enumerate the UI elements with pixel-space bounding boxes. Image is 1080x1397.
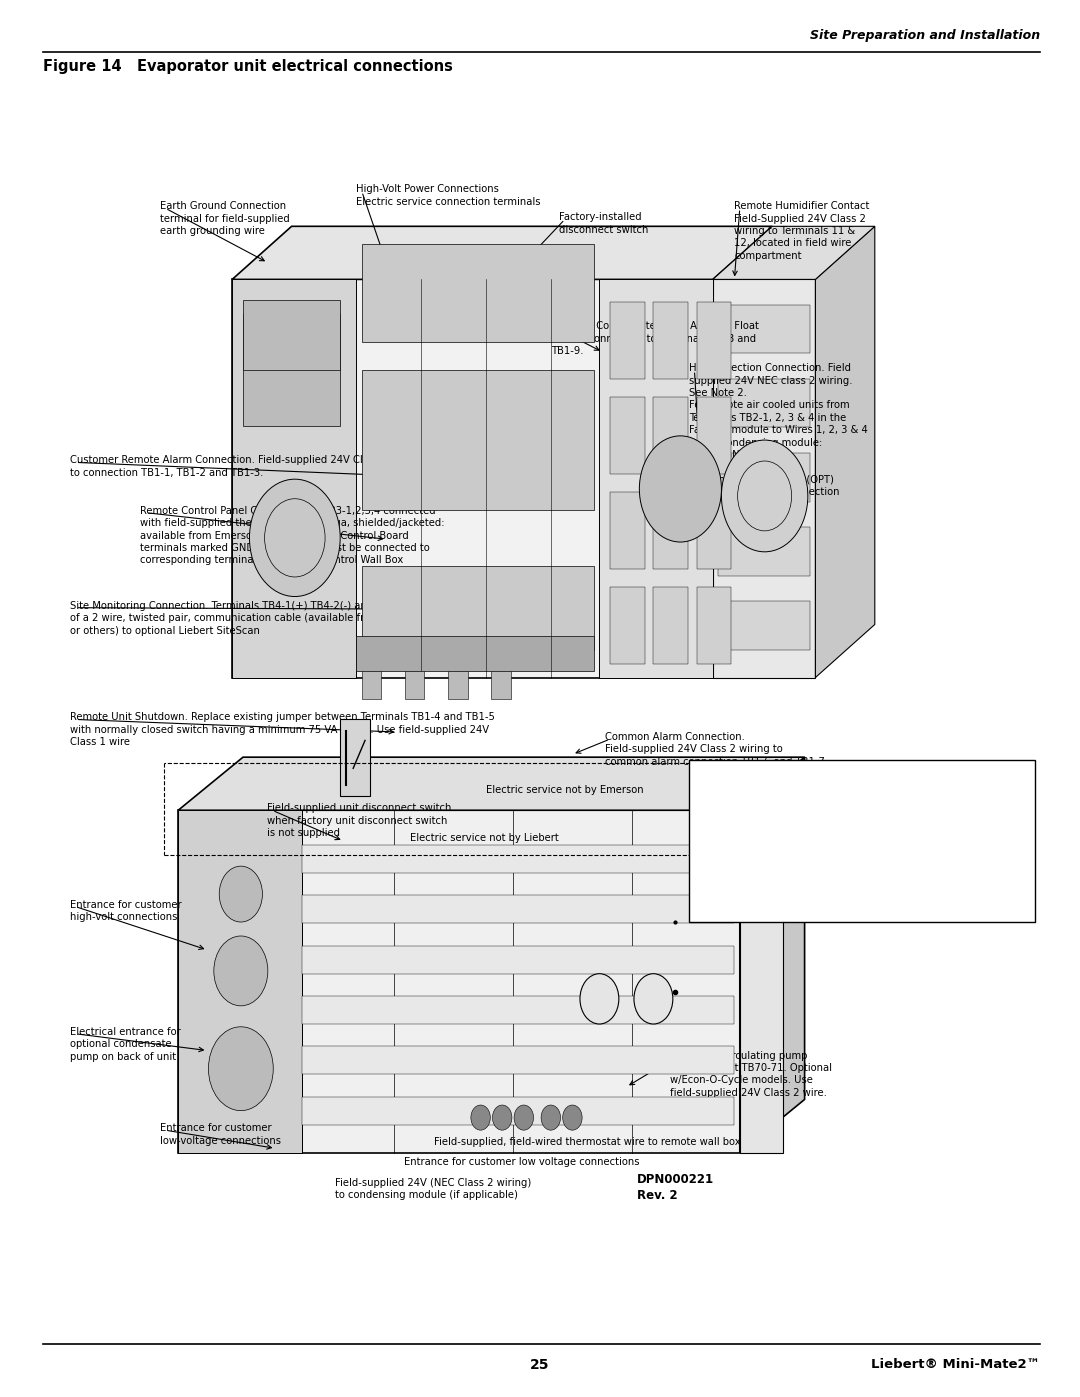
FancyBboxPatch shape	[697, 587, 731, 664]
FancyBboxPatch shape	[718, 453, 810, 502]
Text: DPN000221
Rev. 2: DPN000221 Rev. 2	[637, 1173, 714, 1203]
Text: Electrical entrance for
optional condensate
pump on back of unit: Electrical entrance for optional condens…	[70, 1027, 181, 1062]
Text: 1. Refer to specification sheet for
full load amp. and wire size amp.
ratings.
2: 1. Refer to specification sheet for full…	[698, 791, 873, 877]
Circle shape	[514, 1105, 534, 1130]
Text: Remote Humidifier Contact
Field-Supplied 24V Class 2
wiring to Terminals 11 &
12: Remote Humidifier Contact Field-Supplied…	[734, 201, 869, 261]
FancyBboxPatch shape	[697, 302, 731, 379]
Text: 25: 25	[530, 1358, 550, 1372]
Text: Earth Ground Connection
terminal for field-supplied
earth grounding wire: Earth Ground Connection terminal for fie…	[160, 201, 289, 236]
Text: Common Alarm Connection.
Field-supplied 24V Class 2 wiring to
common alarm conne: Common Alarm Connection. Field-supplied …	[605, 732, 828, 767]
Circle shape	[639, 436, 721, 542]
FancyBboxPatch shape	[610, 587, 645, 664]
FancyBboxPatch shape	[362, 671, 381, 698]
Circle shape	[208, 1027, 273, 1111]
Polygon shape	[713, 226, 875, 279]
FancyBboxPatch shape	[653, 492, 688, 569]
FancyBboxPatch shape	[718, 601, 810, 650]
Text: Remote Control Panel Connection to TB3-1,2,3,4 connected
with field-supplied the: Remote Control Panel Connection to TB3-1…	[140, 506, 445, 566]
FancyBboxPatch shape	[697, 492, 731, 569]
Text: NOTES:: NOTES:	[698, 768, 741, 778]
FancyBboxPatch shape	[653, 587, 688, 664]
FancyBboxPatch shape	[405, 671, 424, 698]
FancyBboxPatch shape	[340, 719, 370, 796]
Text: Site Preparation and Installation: Site Preparation and Installation	[810, 29, 1040, 42]
FancyBboxPatch shape	[610, 397, 645, 474]
FancyBboxPatch shape	[718, 305, 810, 353]
Polygon shape	[178, 810, 302, 1153]
Text: Drycooler/Circulating pump
control circuit TB70-71. Optional
w/Econ-O-Cycle mode: Drycooler/Circulating pump control circu…	[670, 1051, 832, 1098]
FancyBboxPatch shape	[697, 397, 731, 474]
Polygon shape	[178, 810, 740, 1153]
Circle shape	[219, 866, 262, 922]
Text: Field-supplied unit disconnect switch
when factory unit disconnect switch
is not: Field-supplied unit disconnect switch wh…	[267, 803, 451, 838]
Text: Site Monitoring Connection. Terminals TB4-1(+) TB4-2(-) are for connection
of a : Site Monitoring Connection. Terminals TB…	[70, 601, 446, 636]
FancyBboxPatch shape	[653, 397, 688, 474]
FancyBboxPatch shape	[302, 1097, 734, 1125]
FancyBboxPatch shape	[610, 492, 645, 569]
Polygon shape	[232, 226, 772, 279]
Text: Electric service not by Liebert: Electric service not by Liebert	[410, 833, 559, 842]
Polygon shape	[713, 226, 772, 678]
Text: Liebert® Mini-Mate2™: Liebert® Mini-Mate2™	[872, 1358, 1040, 1370]
Polygon shape	[232, 279, 356, 678]
FancyBboxPatch shape	[718, 379, 810, 427]
Text: Customer Remote Alarm Connection. Field-supplied 24V Class 2 wiring
to connectio: Customer Remote Alarm Connection. Field-…	[70, 455, 423, 478]
Polygon shape	[232, 279, 713, 678]
Polygon shape	[178, 757, 805, 810]
Polygon shape	[740, 757, 805, 1153]
Text: Heat Rejection Connection. Field
supplied 24V NEC class 2 wiring.
See Note 2.
Fo: Heat Rejection Connection. Field supplie…	[689, 363, 868, 497]
FancyBboxPatch shape	[491, 671, 511, 698]
FancyBboxPatch shape	[362, 244, 594, 342]
FancyBboxPatch shape	[302, 895, 734, 923]
Circle shape	[563, 1105, 582, 1130]
Polygon shape	[713, 279, 815, 678]
Polygon shape	[815, 226, 875, 678]
Text: Electric service not by Emerson: Electric service not by Emerson	[486, 785, 644, 795]
Circle shape	[214, 936, 268, 1006]
FancyBboxPatch shape	[302, 946, 734, 974]
Text: High-Volt Power Connections
Electric service connection terminals: High-Volt Power Connections Electric ser…	[356, 184, 541, 207]
Circle shape	[249, 479, 340, 597]
FancyBboxPatch shape	[653, 302, 688, 379]
Text: Factory-installed
disconnect switch: Factory-installed disconnect switch	[559, 212, 649, 235]
FancyBboxPatch shape	[302, 1046, 734, 1074]
Circle shape	[541, 1105, 561, 1130]
Circle shape	[721, 440, 808, 552]
Circle shape	[580, 974, 619, 1024]
FancyBboxPatch shape	[448, 671, 468, 698]
FancyBboxPatch shape	[302, 845, 734, 873]
Text: Figure 14   Evaporator unit electrical connections: Figure 14 Evaporator unit electrical con…	[43, 59, 454, 74]
Circle shape	[634, 974, 673, 1024]
Text: Optional Condensate Pump Auxilary Float
Switch Connection to Terminal TB1-8 and
: Optional Condensate Pump Auxilary Float …	[551, 321, 758, 356]
FancyBboxPatch shape	[302, 996, 734, 1024]
Polygon shape	[740, 810, 783, 1153]
FancyBboxPatch shape	[610, 302, 645, 379]
Text: Field-supplied 24V (NEC Class 2 wiring)
to condensing module (if applicable): Field-supplied 24V (NEC Class 2 wiring) …	[335, 1178, 531, 1200]
Text: Field-supplied, field-wired thermostat wire to remote wall box: Field-supplied, field-wired thermostat w…	[434, 1137, 741, 1147]
Text: Entrance for customer
high-volt connections: Entrance for customer high-volt connecti…	[70, 900, 181, 922]
FancyBboxPatch shape	[356, 636, 594, 671]
FancyBboxPatch shape	[243, 300, 340, 370]
FancyBboxPatch shape	[243, 314, 340, 426]
FancyBboxPatch shape	[362, 370, 594, 510]
Polygon shape	[599, 279, 713, 678]
FancyBboxPatch shape	[718, 527, 810, 576]
FancyBboxPatch shape	[362, 566, 594, 650]
Circle shape	[492, 1105, 512, 1130]
FancyBboxPatch shape	[689, 760, 1035, 922]
Text: Entrance for customer
low-voltage connections: Entrance for customer low-voltage connec…	[160, 1123, 281, 1146]
Text: Entrance for customer low voltage connections: Entrance for customer low voltage connec…	[404, 1157, 639, 1166]
Circle shape	[471, 1105, 490, 1130]
Text: Remote Unit Shutdown. Replace existing jumper between Terminals TB1-4 and TB1-5
: Remote Unit Shutdown. Replace existing j…	[70, 712, 495, 747]
